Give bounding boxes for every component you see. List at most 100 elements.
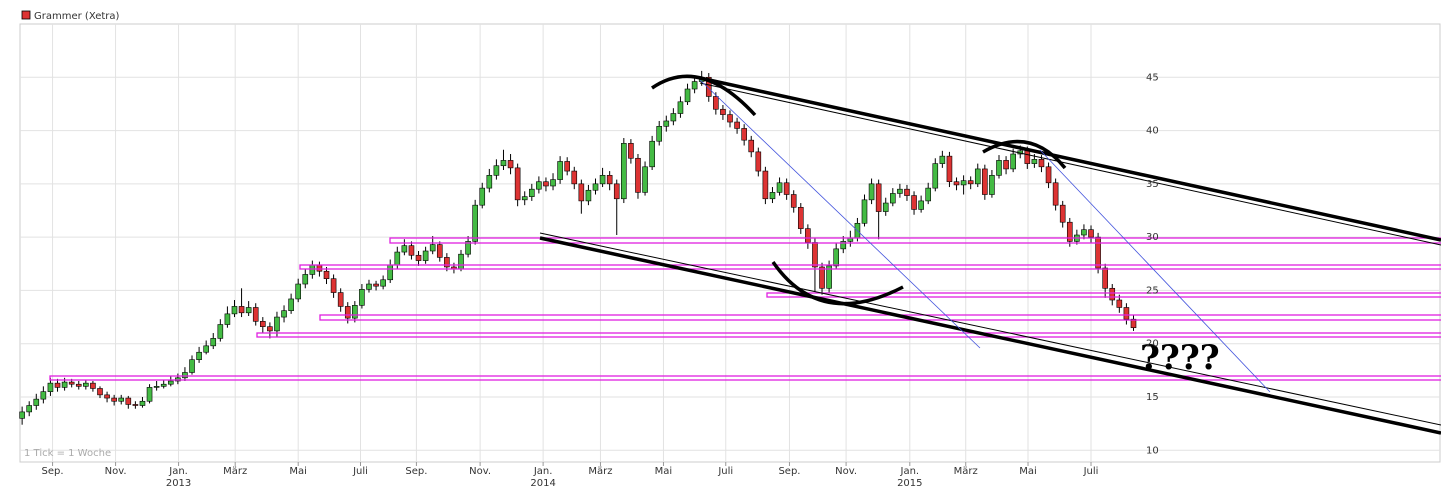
candle-body (1116, 299, 1123, 308)
candle-body (1081, 229, 1087, 236)
candle-body (833, 248, 839, 267)
candle-body (288, 298, 294, 311)
trend-line (699, 79, 981, 349)
candle-body (656, 126, 663, 142)
note: 1 Tick = 1 Woche (24, 448, 111, 459)
candle-body (592, 183, 599, 191)
candle-body (536, 181, 542, 190)
candle-body (755, 151, 762, 172)
x-tick-label: Jan. (533, 466, 553, 477)
x-tick-label: Mai (655, 466, 673, 477)
candle-body (847, 237, 854, 242)
candle-body (1088, 229, 1094, 238)
candle-body (224, 313, 231, 325)
year-label: 2015 (897, 478, 922, 489)
candle-body (1045, 166, 1052, 184)
candle-body (826, 265, 832, 289)
level-band (766, 292, 1441, 298)
candle-body (1059, 204, 1066, 223)
candle-body (599, 175, 606, 185)
level-band (49, 375, 1441, 381)
candle-body (528, 188, 535, 197)
candle-body (691, 81, 698, 90)
candle-body (111, 397, 117, 402)
candle-body (628, 143, 634, 159)
candle-body (189, 359, 195, 373)
candle-body (26, 405, 33, 413)
candle-body (295, 283, 301, 300)
candle-body (734, 121, 740, 129)
candle-body (727, 114, 733, 123)
x-tick-label: März (954, 466, 978, 477)
candle-body (812, 242, 818, 268)
candle-body (890, 193, 896, 204)
candle-body (125, 397, 132, 405)
candle-body (514, 167, 521, 201)
candle-body (61, 381, 68, 388)
candle-body (840, 241, 847, 250)
x-tick-label: Mai (289, 466, 307, 477)
candle-body (160, 383, 167, 387)
x-tick-label: Sep. (42, 466, 64, 477)
y-tick-label: 35 (1146, 179, 1159, 190)
candle-body (925, 187, 932, 202)
level-band (299, 264, 1441, 270)
candle-body (83, 382, 89, 387)
candle-body (33, 398, 40, 406)
candle-body (932, 163, 939, 189)
candle-body (47, 382, 54, 392)
candle-body (705, 76, 712, 97)
legend-swatch (21, 10, 31, 20)
candle-body (260, 321, 266, 327)
candle-body (281, 310, 287, 318)
candle-body (642, 166, 648, 193)
x-tick-label: Jan. (900, 466, 920, 477)
candle-body (974, 168, 981, 185)
candle-body (819, 266, 825, 289)
candle-body (359, 289, 365, 306)
level-band (256, 332, 1441, 338)
candle-body (868, 183, 875, 201)
candle-body (316, 264, 323, 272)
candle-body (196, 351, 202, 360)
candle-body (90, 382, 96, 389)
candle-body (493, 165, 500, 176)
candle-body (153, 386, 160, 388)
candle-body (769, 192, 776, 200)
candle-body (621, 143, 627, 200)
candle-body (1095, 236, 1101, 269)
candle-body (182, 372, 188, 379)
candle-body (1123, 307, 1130, 320)
candle-body (797, 206, 804, 229)
candle-body (1066, 221, 1073, 242)
candle-body (19, 411, 25, 419)
candle-body (670, 113, 677, 122)
candle-body (635, 157, 641, 193)
trend-line (539, 232, 1441, 426)
y-tick-label: 45 (1146, 72, 1159, 83)
candle-body (366, 283, 372, 290)
x-tick-label: Juli (352, 466, 368, 477)
candle-body (267, 326, 273, 332)
arc (651, 74, 757, 117)
candle-body (996, 160, 1002, 176)
candle-body (684, 88, 691, 103)
annotation: ???? (1140, 338, 1220, 378)
candle-body (252, 307, 259, 322)
candle-body (118, 397, 125, 402)
candle-body (486, 175, 493, 189)
y-tick-label: 25 (1146, 285, 1159, 296)
candle-body (882, 202, 889, 212)
candle-body (918, 200, 924, 210)
candle-body (352, 305, 358, 319)
candle-body (75, 383, 82, 387)
candle-body (231, 306, 238, 315)
candle-body (167, 380, 174, 385)
level-band (389, 237, 1441, 244)
candle-body (967, 180, 974, 185)
candle-body (606, 175, 613, 185)
candle-body (507, 160, 514, 169)
x-tick-label: Juli (717, 466, 733, 477)
